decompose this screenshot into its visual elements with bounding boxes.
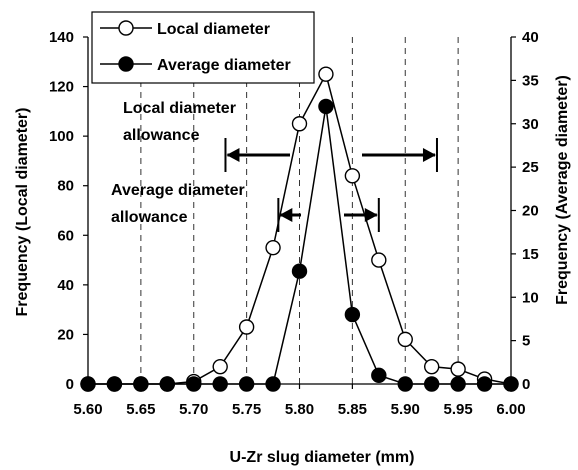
- y-tick-label-left: 120: [49, 79, 74, 96]
- data-point-average: [80, 376, 96, 392]
- y-tick-label-right: 30: [522, 116, 539, 133]
- legend-label-local: Local diameter: [157, 21, 270, 38]
- data-point-local: [291, 116, 308, 132]
- local-allowance-label-line2: allowance: [123, 127, 200, 144]
- legend: Local diameter Average diameter: [91, 11, 315, 84]
- data-point-local: [265, 239, 281, 256]
- y-tick-label-left: 60: [57, 227, 74, 244]
- x-tick-label: 5.70: [179, 401, 208, 418]
- data-point-local: [397, 331, 413, 348]
- y-tick-label-left: 140: [49, 29, 74, 46]
- x-tick-label: 5.65: [126, 401, 155, 418]
- y-axis-title-left: Frequency (Local diameter): [14, 108, 31, 317]
- y-tick-label-right: 0: [522, 376, 530, 393]
- y-tick-label-right: 25: [522, 159, 539, 176]
- data-point-average: [159, 376, 176, 392]
- plot-layer: 5.60 5.65 5.70 5.75 5.80 5.85 5.90 5.95 6.00 0 20 4…: [49, 29, 539, 418]
- x-tick-label: 5.85: [338, 401, 367, 418]
- y-tick-label-right: 35: [522, 72, 539, 89]
- data-point-average: [476, 376, 493, 392]
- legend-label-average: Average diameter: [157, 57, 291, 74]
- y-tick-label-right: 15: [522, 246, 539, 263]
- data-point-average: [423, 376, 440, 392]
- data-point-average: [450, 376, 466, 392]
- data-point-average: [291, 263, 308, 279]
- y-tick-label-left: 20: [57, 326, 74, 343]
- y-tick-label-right: 20: [522, 203, 539, 220]
- allowance-arrowhead-right-0: [422, 148, 436, 162]
- x-tick-label: 6.00: [496, 401, 525, 418]
- data-point-local: [371, 252, 387, 268]
- data-point-average: [371, 367, 387, 384]
- y-tick-label-right: 5: [522, 333, 530, 350]
- x-axis-title: U-Zr slug diameter (mm): [230, 449, 415, 466]
- y-tick-label-left: 80: [57, 178, 74, 195]
- y-tick-label-left: 100: [49, 128, 74, 145]
- data-point-local: [450, 361, 466, 377]
- data-point-average: [318, 98, 334, 115]
- average-allowance-label-line1: Average diameter: [111, 182, 245, 199]
- average-allowance-label-line2: allowance: [111, 209, 188, 226]
- data-point-average: [106, 376, 123, 392]
- data-point-local: [423, 358, 440, 375]
- y-tick-label-right: 10: [522, 289, 539, 306]
- data-point-average: [265, 376, 281, 392]
- x-tick-label: 5.75: [232, 401, 261, 418]
- y-axis-title-right: Frequency (Average diameter): [554, 75, 571, 305]
- y-tick-label-left: 40: [57, 277, 74, 294]
- legend-marker-local: [118, 20, 134, 36]
- x-tick-label: 5.80: [285, 401, 314, 418]
- data-point-average: [238, 376, 255, 392]
- allowance-arrowhead-left-0: [226, 148, 240, 162]
- data-point-local: [344, 168, 361, 184]
- data-point-local: [238, 319, 255, 335]
- legend-marker-average: [118, 56, 134, 72]
- data-point-average: [133, 376, 149, 392]
- x-tick-label: 5.60: [73, 401, 102, 418]
- allowance-arrowhead-left-1: [279, 208, 293, 222]
- x-tick-label: 5.90: [391, 401, 420, 418]
- x-tick-label: 5.95: [444, 401, 473, 418]
- data-point-local: [318, 66, 334, 82]
- local-allowance-label-line1: Local diameter: [123, 100, 236, 117]
- data-point-average: [344, 306, 361, 323]
- data-point-average: [397, 376, 413, 392]
- allowance-arrowhead-right-1: [364, 208, 378, 222]
- data-point-average: [503, 376, 519, 392]
- y-tick-label-right: 40: [522, 29, 539, 46]
- data-point-local: [212, 358, 228, 375]
- data-point-average: [212, 376, 228, 392]
- data-point-average: [186, 376, 202, 392]
- y-tick-label-left: 0: [66, 376, 74, 393]
